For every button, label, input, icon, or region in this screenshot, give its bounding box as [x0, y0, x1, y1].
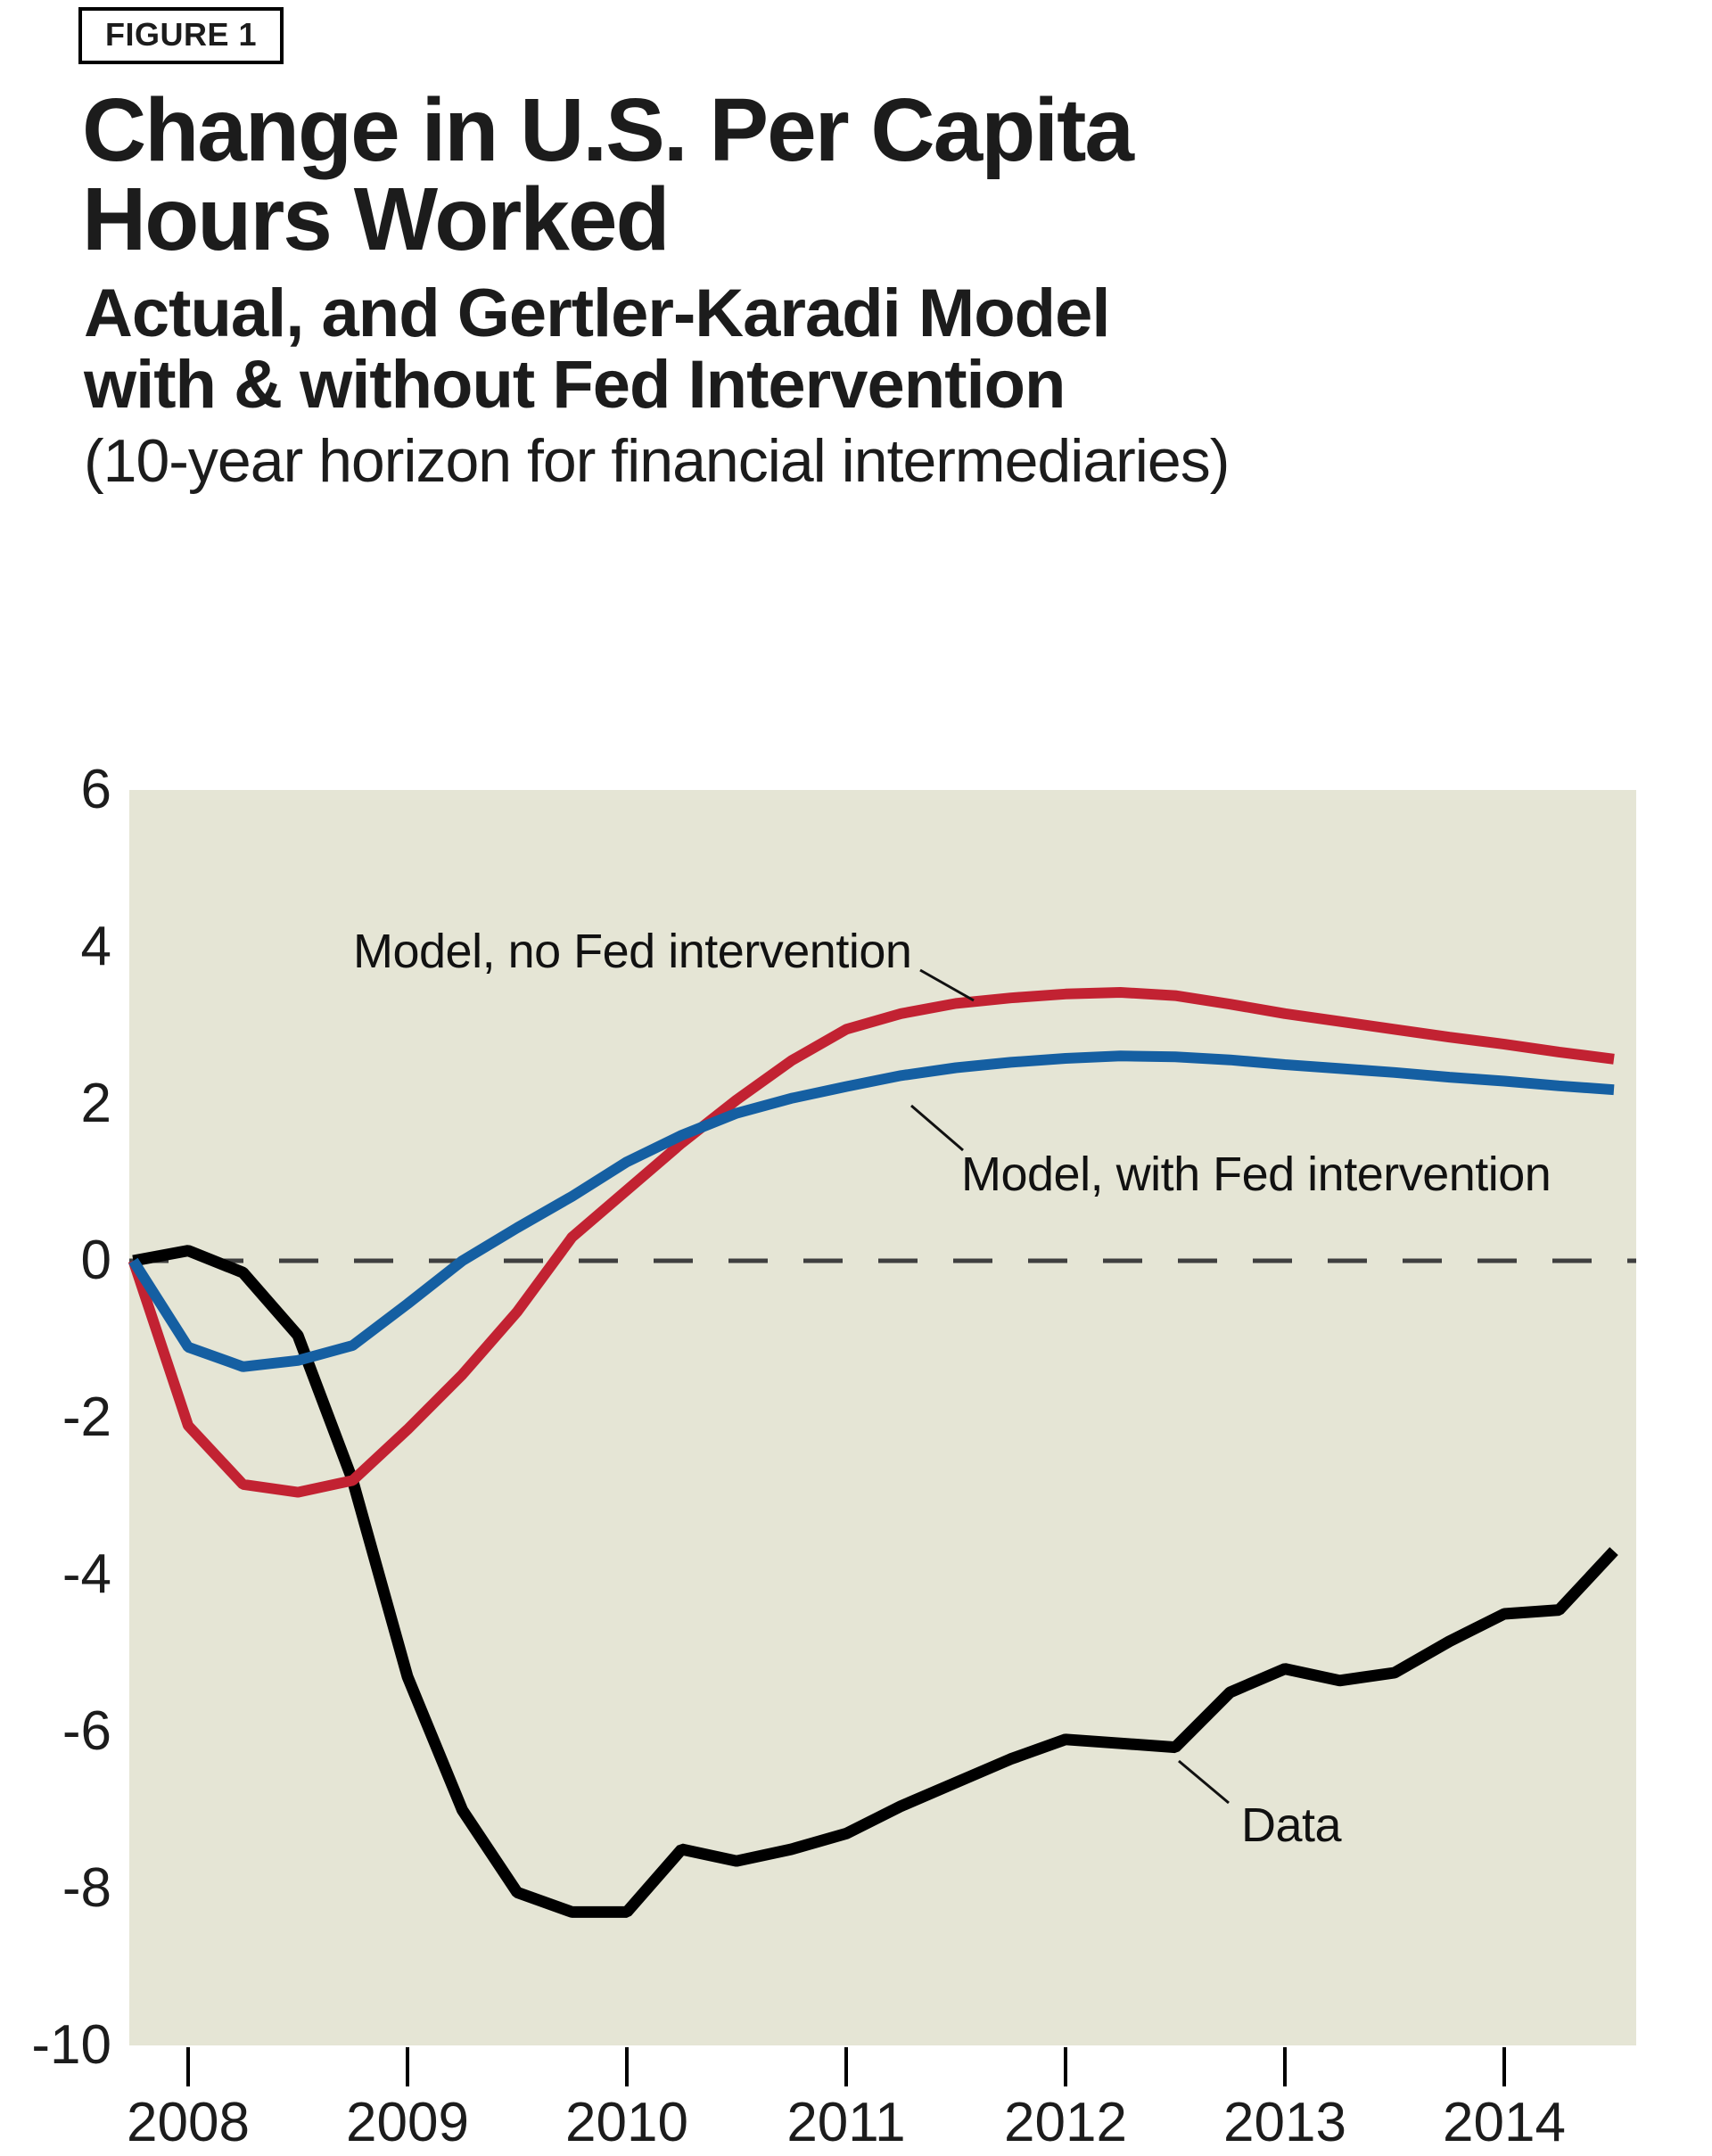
y-axis-tick-label: -6 — [62, 1700, 111, 1762]
y-axis-tick-label: -4 — [62, 1543, 111, 1605]
series-line-model-no-fed — [128, 987, 1615, 1498]
chart-subtitle-line2: with & without Fed Intervention — [84, 346, 1066, 423]
y-axis-tick-label: -2 — [62, 1387, 111, 1448]
annotation-leader-line-0 — [1178, 1759, 1230, 1805]
chart-subtitle: Actual, and Gertler-Karadi Model with & … — [84, 276, 1110, 423]
y-axis-tick-label: -10 — [31, 2014, 111, 2076]
series-line-model-with-fed — [128, 1050, 1615, 1372]
series-label-data: Data — [1241, 1798, 1342, 1852]
figure-label: FIGURE 1 — [105, 16, 258, 53]
chart-title-line2: Hours Worked — [82, 169, 671, 269]
series-line-data — [132, 1245, 1618, 1918]
y-axis-tick-label: 6 — [80, 759, 111, 820]
chart-subtitle-note: (10-year horizon for financial intermedi… — [84, 427, 1230, 495]
x-axis-tick-label: 2012 — [1004, 2092, 1127, 2153]
y-axis-tick-label: 4 — [80, 916, 111, 977]
chart-title: Change in U.S. Per Capita Hours Worked — [82, 80, 1134, 269]
y-axis-tick-label: -8 — [62, 1857, 111, 1919]
chart-subtitle-line1: Actual, and Gertler-Karadi Model — [84, 276, 1110, 351]
x-axis-tick-label: 2011 — [786, 2092, 906, 2153]
figure-label-box: FIGURE 1 — [78, 7, 284, 64]
y-axis-tick-label: 0 — [80, 1230, 111, 1291]
y-axis-tick-label: 2 — [80, 1073, 111, 1134]
annotation-leader-line-1 — [919, 968, 975, 1002]
x-axis-tick-label: 2013 — [1223, 2092, 1346, 2153]
x-axis-tick-label: 2010 — [565, 2092, 688, 2153]
chart-title-line1: Change in U.S. Per Capita — [82, 80, 1134, 180]
series-label-model-no-fed: Model, no Fed intervention — [353, 925, 912, 978]
plot-area — [129, 790, 1636, 2045]
x-axis-tick-label: 2008 — [127, 2092, 250, 2153]
x-axis-tick-label: 2009 — [346, 2092, 469, 2153]
annotation-leader-line-2 — [910, 1104, 964, 1152]
series-label-model-with-fed: Model, with Fed intervention — [961, 1148, 1552, 1201]
x-axis-tick-label: 2014 — [1443, 2092, 1566, 2153]
